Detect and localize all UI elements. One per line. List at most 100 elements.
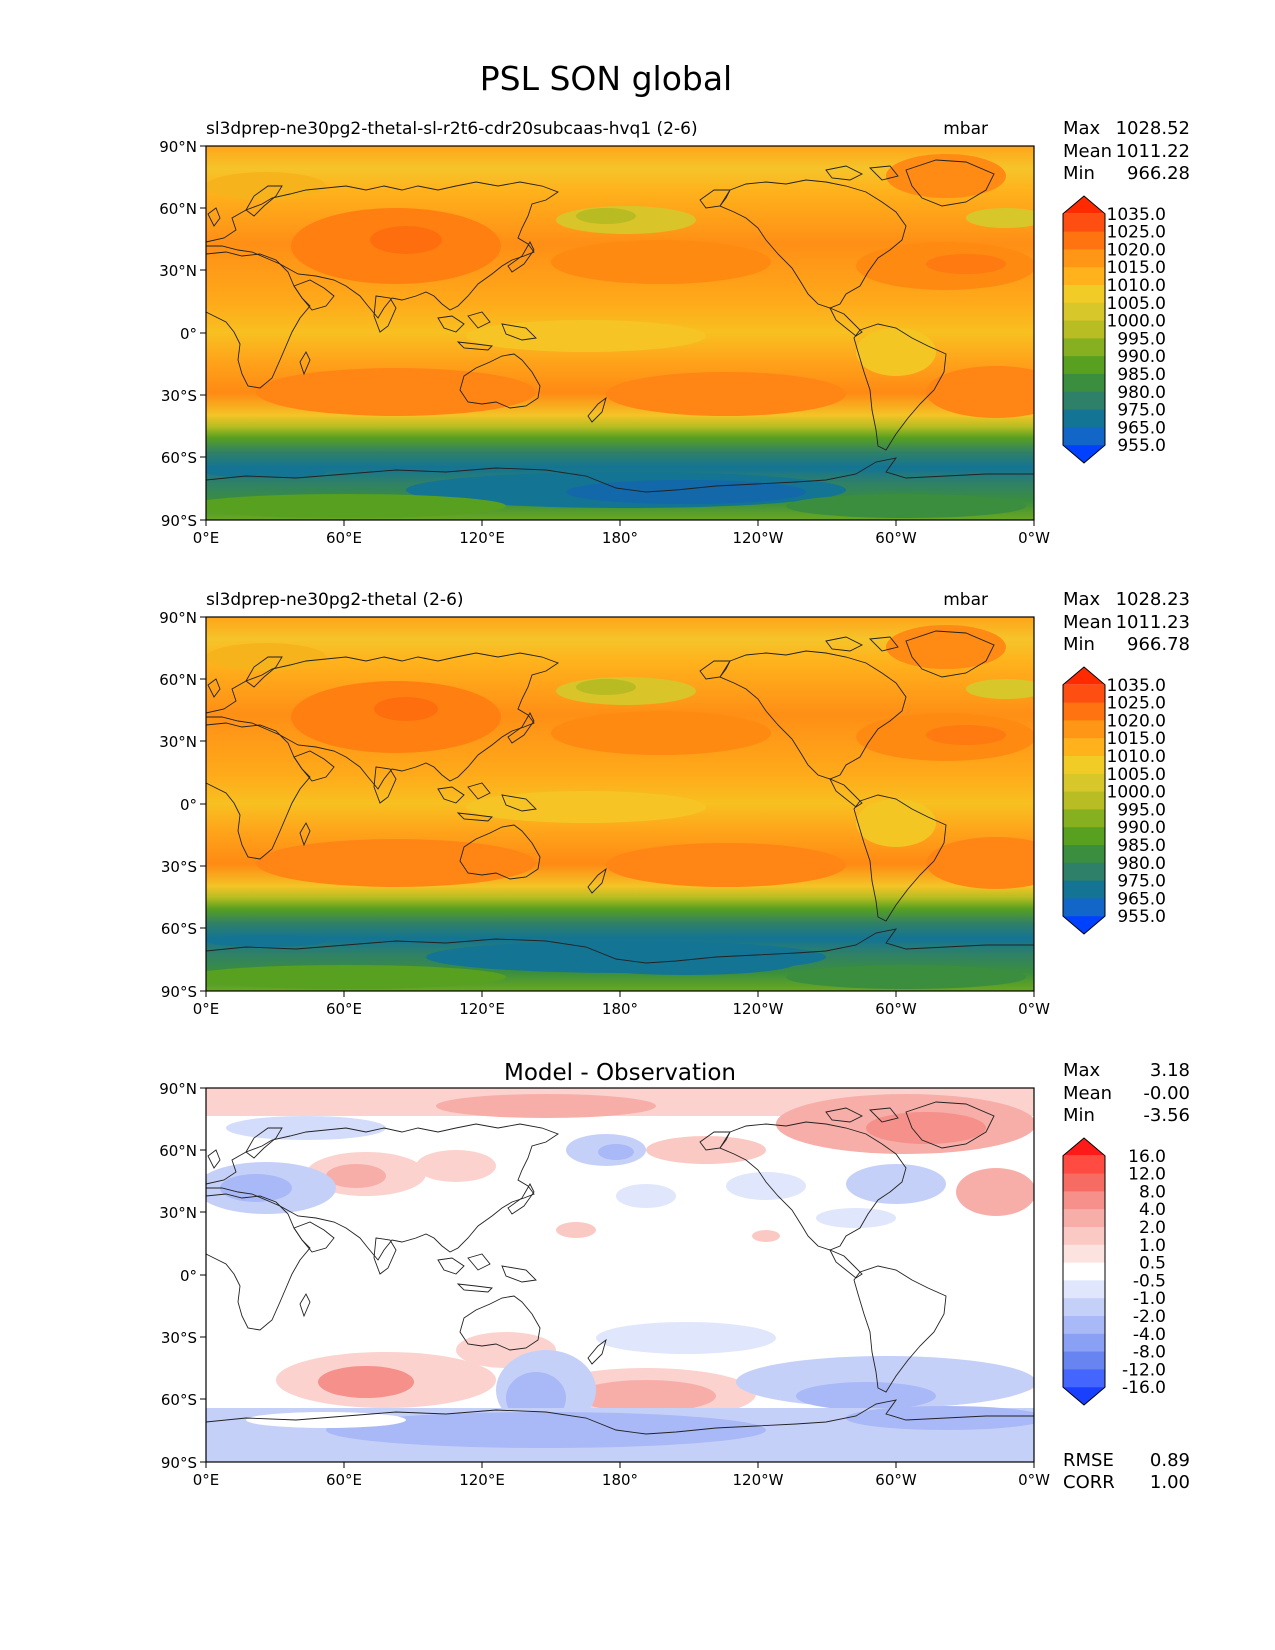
colorbar-level-label: 1005.0	[1107, 765, 1166, 785]
colorbar-bin	[1063, 374, 1105, 393]
stats: Max 3.18 Mean -0.00 Min -3.56 RMSE 0.89 …	[1063, 1060, 1190, 1493]
lon-label: 60°W	[875, 1000, 917, 1018]
colorbar-bin	[1063, 249, 1105, 268]
colorbar-level-label: 1015.0	[1107, 258, 1166, 278]
colorbar-bin	[1063, 1262, 1105, 1281]
colorbar-level-label: -4.0	[1133, 1325, 1166, 1345]
colorbar-bin	[1063, 667, 1105, 685]
colorbar-bin	[1063, 684, 1105, 704]
colorbar-level-label: 1010.0	[1107, 276, 1166, 296]
colorbar-level-label: 965.0	[1117, 418, 1166, 438]
lat-label: 30°S	[161, 1329, 197, 1347]
colorbar-bin	[1063, 427, 1105, 446]
colorbar-bin	[1063, 773, 1105, 793]
figure-title: PSL SON global	[480, 59, 732, 98]
stat-value-rmse: 0.89	[1150, 1450, 1190, 1471]
lat-axis: 90°N 60°N 30°N 0° 30°S 60°S 90°S	[159, 138, 206, 530]
stat-value-max: 3.18	[1150, 1060, 1190, 1081]
colorbar-level-label: -8.0	[1133, 1343, 1166, 1363]
lat-label: 30°S	[161, 858, 197, 876]
colorbar: 16.012.08.04.02.01.00.5-0.5-1.0-2.0-4.0-…	[1062, 1137, 1166, 1406]
colorbar-bin	[1063, 1333, 1105, 1353]
colorbar-bin	[1063, 1244, 1105, 1264]
lon-axis: 0°E 60°E 120°E 180° 120°W 60°W 0°W	[193, 1462, 1050, 1489]
lon-label: 60°E	[326, 1000, 362, 1018]
stat-label-mean: Mean	[1063, 1083, 1112, 1104]
colorbar-bin	[1063, 1155, 1105, 1175]
stat-value-mean: 1011.22	[1116, 141, 1190, 162]
lon-label: 180°	[602, 1471, 638, 1489]
lon-label: 180°	[602, 529, 638, 547]
colorbar-level-label: 1020.0	[1107, 240, 1166, 260]
lon-label: 120°E	[459, 1471, 505, 1489]
colorbar-bin	[1063, 756, 1105, 775]
lon-label: 0°W	[1018, 1471, 1050, 1489]
lat-label: 90°N	[159, 138, 197, 156]
colorbar-bin	[1063, 285, 1105, 304]
stat-value-min: 966.78	[1127, 634, 1190, 655]
colorbar-level-label: 8.0	[1139, 1182, 1166, 1202]
lon-label: 60°W	[875, 529, 917, 547]
lat-label: 60°N	[159, 671, 197, 689]
colorbar-bin	[1063, 356, 1105, 375]
panel-units: mbar	[943, 119, 988, 139]
colorbar-bin	[1063, 862, 1105, 882]
colorbar-level-label: 985.0	[1117, 836, 1166, 856]
colorbar: 1035.01025.01020.01015.01010.01005.01000…	[1062, 195, 1166, 464]
lat-label: 30°N	[159, 262, 197, 280]
stat-label-corr: CORR	[1063, 1472, 1115, 1493]
stat-value-min: 966.28	[1127, 163, 1190, 184]
colorbar-bin	[1063, 1387, 1105, 1405]
lon-axis: 0°E 60°E 120°E 180° 120°W 60°W 0°W	[193, 520, 1050, 547]
colorbar-level-label: 2.0	[1139, 1218, 1166, 1238]
lat-label: 60°N	[159, 1142, 197, 1160]
colorbar-level-label: 995.0	[1117, 800, 1166, 820]
colorbar-level-label: 12.0	[1128, 1165, 1166, 1185]
colorbar-level-label: -1.0	[1133, 1289, 1166, 1309]
colorbar-level-label: 990.0	[1117, 347, 1166, 367]
lat-label: 0°	[180, 325, 197, 343]
colorbar-level-label: 4.0	[1139, 1200, 1166, 1220]
colorbar-level-label: 1.0	[1139, 1236, 1166, 1256]
panel-1: sl3dprep-ne30pg2-thetal-sl-r2t6-cdr20sub…	[159, 118, 1190, 547]
colorbar-bin	[1063, 196, 1105, 214]
colorbar-bin	[1063, 1209, 1105, 1228]
stat-label-min: Min	[1063, 1105, 1095, 1126]
panel-map	[205, 616, 1035, 992]
lat-label: 30°N	[159, 1204, 197, 1222]
stat-label-rmse: RMSE	[1063, 1450, 1114, 1471]
lat-label: 60°S	[161, 449, 197, 467]
stat-label-min: Min	[1063, 634, 1095, 655]
lon-axis: 0°E 60°E 120°E 180° 120°W 60°W 0°W	[193, 991, 1050, 1018]
lon-label: 180°	[602, 1000, 638, 1018]
stat-value-mean: 1011.23	[1116, 612, 1190, 633]
colorbar-level-label: 1000.0	[1107, 312, 1166, 332]
colorbar-level-label: -16.0	[1122, 1378, 1166, 1398]
panel-2: sl3dprep-ne30pg2-thetal (2-6) mbar	[159, 589, 1190, 1018]
stat-label-mean: Mean	[1063, 612, 1112, 633]
colorbar-bin	[1063, 213, 1105, 233]
colorbar-bin	[1063, 898, 1105, 917]
colorbar-bin	[1063, 702, 1105, 721]
colorbar-bin	[1063, 809, 1105, 828]
lat-label: 60°N	[159, 200, 197, 218]
colorbar-level-label: 1015.0	[1107, 729, 1166, 749]
colorbar-bin	[1063, 1280, 1105, 1299]
colorbar-level-label: 975.0	[1117, 872, 1166, 892]
lat-axis: 90°N 60°N 30°N 0° 30°S 60°S 90°S	[159, 609, 206, 1001]
colorbar-level-label: -0.5	[1133, 1271, 1166, 1291]
panel-title: sl3dprep-ne30pg2-thetal-sl-r2t6-cdr20sub…	[206, 119, 698, 139]
panel-title: Model - Observation	[504, 1060, 736, 1086]
lat-label: 90°S	[161, 983, 197, 1001]
colorbar-bin	[1063, 267, 1105, 286]
colorbar-bin	[1063, 1369, 1105, 1388]
stat-value-max: 1028.52	[1116, 118, 1190, 139]
colorbar-level-label: 1025.0	[1107, 694, 1166, 714]
colorbar-level-label: 1005.0	[1107, 294, 1166, 314]
lat-axis: 90°N 60°N 30°N 0° 30°S 60°S 90°S	[159, 1080, 206, 1472]
lon-label: 120°E	[459, 1000, 505, 1018]
colorbar-level-label: 990.0	[1117, 818, 1166, 838]
stat-value-max: 1028.23	[1116, 589, 1190, 610]
colorbar-level-label: 980.0	[1117, 383, 1166, 403]
colorbar-level-label: 16.0	[1128, 1147, 1166, 1167]
